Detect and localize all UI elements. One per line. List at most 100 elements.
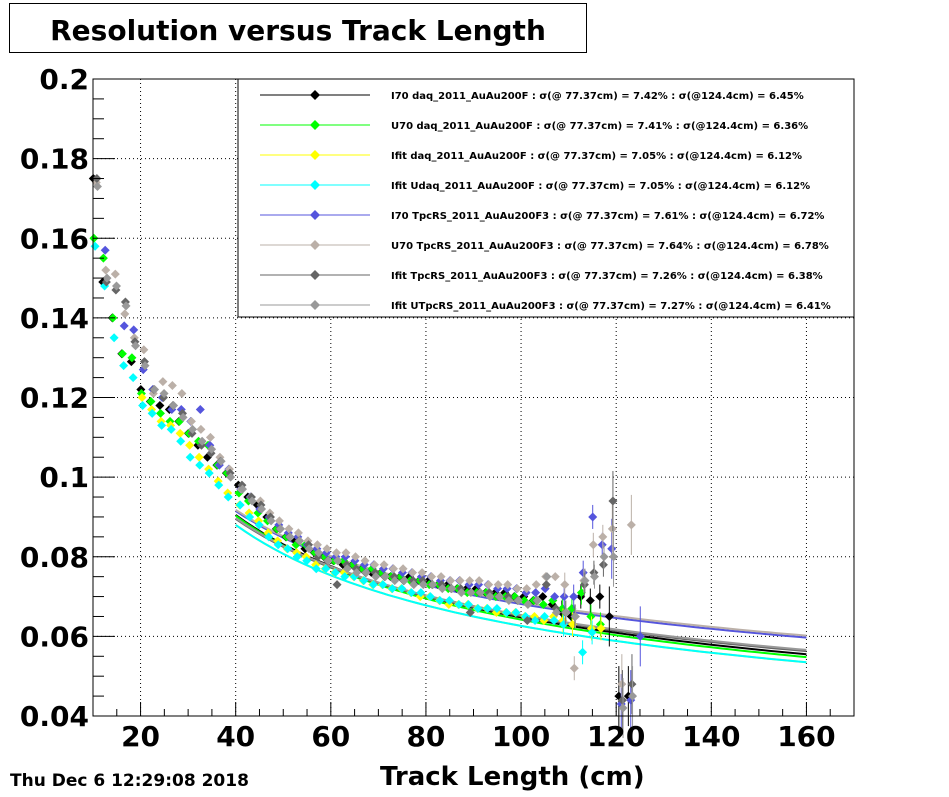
data-point <box>379 560 389 570</box>
data-point <box>418 580 428 590</box>
legend-box <box>237 78 855 318</box>
x-tick-label: 160 <box>777 720 835 753</box>
data-point <box>112 281 122 291</box>
data-point <box>390 576 400 586</box>
y-tick-label: 0.2 <box>39 63 89 96</box>
data-point <box>100 245 110 255</box>
data-point <box>503 580 513 590</box>
data-point <box>588 512 598 522</box>
data-point <box>522 584 532 594</box>
data-point <box>437 584 447 594</box>
data-point <box>466 588 476 598</box>
data-point <box>159 389 169 399</box>
data-point <box>371 572 381 582</box>
data-point <box>626 520 636 530</box>
data-point <box>284 524 294 534</box>
legend-entry: I70 daq_2011_AuAu200F : σ(@ 77.37cm) = 7… <box>391 91 804 102</box>
data-point <box>185 452 195 462</box>
data-point <box>417 568 427 578</box>
y-tick-label: 0.12 <box>20 382 89 415</box>
data-point <box>360 556 370 566</box>
data-point <box>155 408 165 418</box>
data-point <box>378 580 388 590</box>
data-point <box>295 536 305 546</box>
data-point <box>254 520 264 530</box>
data-point <box>550 592 560 602</box>
data-point <box>380 572 390 582</box>
data-point <box>484 580 494 590</box>
x-axis-label: Track Length (cm) <box>380 762 645 792</box>
data-point <box>399 576 409 586</box>
data-point <box>513 596 523 606</box>
data-point <box>101 265 111 275</box>
legend-entry: Ifit UTpcRS_2011_AuAu200F3 : σ(@ 77.37cm… <box>391 301 831 312</box>
fit-curve <box>235 510 807 639</box>
data-point <box>264 532 274 542</box>
data-point <box>598 532 608 542</box>
data-point <box>226 472 236 482</box>
data-point <box>195 460 205 470</box>
data-point <box>389 564 399 574</box>
data-point <box>569 592 579 602</box>
data-point <box>178 412 188 422</box>
data-point <box>427 572 437 582</box>
data-point <box>485 592 495 602</box>
data-point <box>131 341 141 351</box>
data-point <box>283 544 293 554</box>
data-point <box>436 572 446 582</box>
data-point <box>150 385 160 395</box>
data-point <box>425 592 435 602</box>
legend-marker <box>310 300 320 310</box>
data-point <box>578 568 588 578</box>
data-point <box>561 607 571 617</box>
data-point <box>166 424 176 434</box>
data-point <box>531 580 541 590</box>
legend-entry: Ifit daq_2011_AuAu200F : σ(@ 77.37cm) = … <box>391 151 802 162</box>
data-point <box>137 393 147 402</box>
data-point <box>121 301 131 311</box>
legend-entry: U70 TpcRS_2011_AuAu200F3 : σ(@ 77.37cm) … <box>391 241 829 252</box>
data-point <box>628 691 638 701</box>
x-tick-label: 120 <box>587 720 645 753</box>
x-tick-label: 100 <box>492 720 550 753</box>
data-point <box>266 516 276 526</box>
legend-entry: Ifit TpcRS_2011_AuAu200F3 : σ(@ 77.37cm)… <box>391 271 823 282</box>
data-point <box>312 540 322 550</box>
data-point <box>194 452 204 462</box>
data-point <box>387 584 397 594</box>
data-point <box>408 568 418 578</box>
data-point <box>169 400 179 410</box>
data-point <box>129 325 139 335</box>
data-point <box>492 604 502 614</box>
data-point <box>332 580 342 590</box>
data-point <box>352 568 362 578</box>
data-point <box>139 345 149 355</box>
data-point <box>323 556 333 566</box>
fit-curve <box>235 524 807 664</box>
data-point <box>578 647 588 657</box>
data-point <box>314 548 324 558</box>
data-point <box>292 552 302 562</box>
data-point <box>331 548 341 558</box>
data-point <box>569 663 579 673</box>
data-point <box>465 576 475 586</box>
data-point <box>541 580 551 590</box>
legend-marker <box>310 180 320 190</box>
data-point <box>177 389 187 399</box>
data-point <box>559 592 569 602</box>
data-point <box>140 361 150 371</box>
data-point <box>585 596 595 606</box>
data-point <box>247 496 257 506</box>
data-point <box>128 373 138 383</box>
data-point <box>185 440 195 450</box>
data-point <box>551 607 561 617</box>
data-point <box>428 580 438 590</box>
data-point <box>447 584 457 594</box>
data-point <box>368 580 378 590</box>
data-point <box>627 679 637 689</box>
data-point <box>207 444 217 454</box>
data-point <box>522 615 532 625</box>
data-point <box>540 611 550 621</box>
data-point <box>216 456 226 466</box>
data-point <box>435 596 445 606</box>
